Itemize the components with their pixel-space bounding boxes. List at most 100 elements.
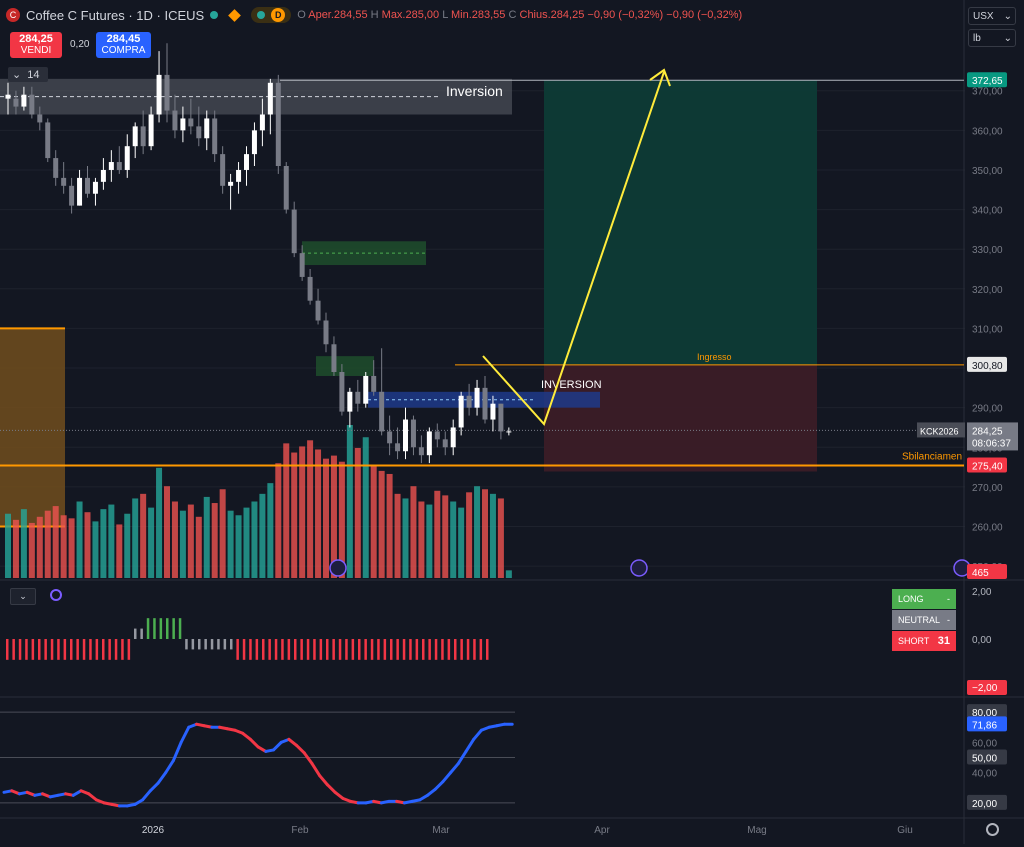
signal-bar <box>268 639 271 660</box>
signal-bar <box>172 618 175 639</box>
volume-bar <box>140 493 147 578</box>
volume-bar <box>418 501 425 578</box>
imbalance-label: Sbilanciamen <box>902 451 962 462</box>
volume-bar <box>44 510 51 578</box>
volume-bar <box>338 461 345 578</box>
candle-body <box>482 387 488 420</box>
low-label: L <box>442 9 448 21</box>
volume-bar <box>362 437 369 578</box>
candle-body <box>251 130 257 155</box>
signal-bar <box>454 639 457 660</box>
osc-segment <box>164 759 175 775</box>
ind1-tick: 0,00 <box>972 635 992 646</box>
signal-bar <box>18 639 22 660</box>
signal-bar <box>217 639 220 650</box>
symbol-title[interactable]: Coffee C Futures · 1D · ICEUS <box>26 7 205 23</box>
arrow-head <box>649 68 671 87</box>
candle-body <box>140 126 146 147</box>
candle-body <box>418 447 424 456</box>
pane-collapse-button[interactable]: ⌄ <box>10 588 36 605</box>
candle-body <box>355 391 361 404</box>
indicators-collapse-button[interactable]: ⌄ 14 <box>8 67 48 82</box>
volume-bar <box>466 492 473 578</box>
osc-segment <box>310 762 322 778</box>
spread-value: 0,20 <box>70 39 90 50</box>
signal-bar <box>191 639 195 650</box>
signal-bar <box>25 639 28 660</box>
settings-gear-icon[interactable] <box>986 823 999 836</box>
osc-segment <box>156 771 168 785</box>
change-value-2: −0,90 (−0,32%) <box>666 9 743 21</box>
volume-bar <box>108 504 115 578</box>
currency-dropdown[interactable]: USX ⌄ <box>968 7 1016 25</box>
candle-body <box>410 419 416 448</box>
close-label: C <box>508 9 517 21</box>
target-zone <box>544 80 817 365</box>
candle-body <box>228 181 234 186</box>
volume-bar <box>92 521 99 578</box>
signal-bar <box>159 618 163 639</box>
candle-body <box>148 114 154 147</box>
signal-bar <box>345 639 348 660</box>
candle-body <box>395 443 401 452</box>
volume-bar <box>164 486 170 578</box>
osc-segment <box>302 751 314 766</box>
time-tick: Feb <box>291 825 309 836</box>
signal-bar <box>364 639 367 660</box>
osc-segment <box>449 762 460 775</box>
buy-button[interactable]: 284,45 COMPRA <box>96 32 151 58</box>
ind2-current-label: 71,86 <box>972 720 997 731</box>
signal-bar <box>313 639 316 660</box>
price-tick: 340,00 <box>972 206 1003 217</box>
signal-bar <box>294 639 297 660</box>
candle-body <box>61 177 67 186</box>
unit-dropdown[interactable]: lb ⌄ <box>968 29 1016 47</box>
candle-body <box>156 74 162 115</box>
volume-bar <box>434 490 441 578</box>
time-tick: Mar <box>432 825 450 836</box>
osc-segment <box>325 783 337 794</box>
candle-body <box>259 114 265 131</box>
volume-bar <box>386 473 393 578</box>
volume-bar <box>219 489 226 578</box>
ind2-tick-bg <box>967 749 1007 765</box>
signal-bar <box>300 639 303 660</box>
signal-bar <box>319 639 323 660</box>
last-price-bg <box>967 422 1018 451</box>
legend-neutral-value: - <box>947 615 950 625</box>
volume-bar <box>267 483 274 578</box>
projection-arrow <box>482 71 665 426</box>
event-marker-icon <box>630 559 648 577</box>
symbol-header: C Coffee C Futures · 1D · ICEUS D O Aper… <box>6 4 742 26</box>
volume-bar <box>235 515 242 578</box>
volume-bar <box>195 516 202 578</box>
volume-bar <box>84 512 91 578</box>
candle-body <box>387 431 393 444</box>
time-tick: Apr <box>594 825 610 836</box>
sell-button[interactable]: 284,25 VENDI <box>10 32 62 58</box>
candle-body <box>220 154 226 186</box>
volume-bar <box>307 440 314 578</box>
candle-body <box>363 375 369 404</box>
candle-body <box>244 154 249 170</box>
legend-neutral: NEUTRAL - <box>892 610 956 630</box>
osc-segment <box>433 780 445 791</box>
volume-bar <box>60 515 67 578</box>
signal-bar <box>89 639 92 660</box>
volume-bar <box>148 507 155 578</box>
sell-price: 284,25 <box>19 33 53 45</box>
signal-bar <box>441 639 444 660</box>
refresh-icon[interactable] <box>50 589 62 601</box>
price-tick: 330,00 <box>972 245 1003 256</box>
volume-bar <box>100 509 107 578</box>
price-tick: 360,00 <box>972 126 1003 137</box>
candle-body <box>108 162 114 170</box>
delay-badge[interactable]: D <box>251 7 292 23</box>
signal-bar <box>377 639 380 660</box>
candle-body <box>53 158 59 178</box>
volume-bar <box>458 507 465 578</box>
candle-body <box>164 74 170 111</box>
time-tick: Giu <box>897 825 913 836</box>
